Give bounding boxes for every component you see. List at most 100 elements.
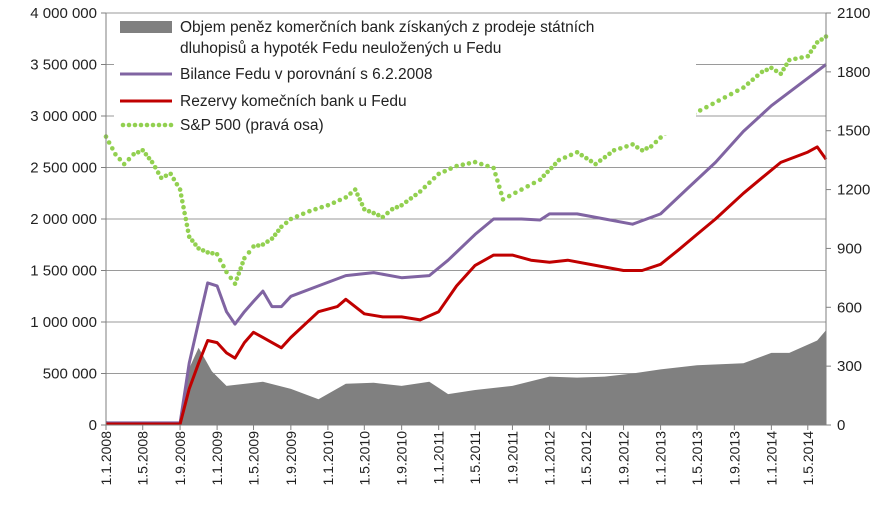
sp500-point	[493, 172, 498, 177]
sp500-point	[155, 170, 161, 175]
sp500-point	[246, 250, 252, 255]
sp500-point	[362, 206, 367, 212]
sp500-point	[269, 236, 275, 241]
legend-swatch-area	[120, 21, 172, 33]
sp500-point	[232, 281, 238, 287]
sp500-point	[366, 208, 372, 214]
legend-label: S&P 500 (pravá osa)	[180, 117, 324, 134]
legend-label: Objem peněz komerčních bank získaných z …	[180, 19, 594, 36]
sp500-point	[552, 161, 558, 167]
sp500-point	[380, 214, 386, 220]
y-left-tick-label: 500 000	[43, 366, 97, 383]
sp500-point	[541, 173, 547, 179]
sp500-point	[121, 161, 127, 167]
sp500-point	[745, 81, 751, 86]
sp500-point	[135, 150, 141, 155]
x-tick-label: 1.1.2010	[320, 431, 336, 486]
sp500-point	[784, 62, 789, 67]
sp500-point	[793, 56, 798, 62]
sp500-point	[331, 200, 337, 205]
sp500-point	[819, 37, 824, 42]
sp500-point	[808, 49, 814, 54]
sp500-point	[549, 165, 554, 171]
sp500-point	[224, 269, 229, 275]
sp500-point	[417, 189, 423, 194]
y-left-tick-label: 2 500 000	[30, 160, 97, 177]
sp500-point	[500, 197, 506, 202]
y-left-tick-label: 0	[89, 417, 97, 434]
sp500-point	[814, 40, 820, 45]
sp500-point	[635, 145, 640, 150]
y-right-tick-label: 900	[837, 240, 862, 257]
sp500-point	[704, 104, 709, 110]
sp500-point	[466, 161, 472, 166]
sp500-point	[110, 146, 115, 151]
x-tick-label: 1.5.2013	[689, 431, 705, 486]
y-right-tick-label: 1800	[837, 64, 870, 81]
legend-swatch-dot	[168, 122, 174, 128]
sp500-point	[146, 155, 152, 161]
legend-swatch-dot	[150, 122, 156, 128]
sp500-point	[143, 152, 149, 157]
sp500-point	[787, 57, 792, 63]
sp500-point	[519, 187, 524, 192]
sp500-point	[427, 180, 432, 185]
legend-swatch-dot	[162, 122, 168, 128]
sp500-point	[117, 156, 123, 162]
sp500-point	[149, 159, 155, 165]
sp500-point	[178, 193, 184, 198]
sp500-point	[182, 210, 187, 216]
sp500-point	[325, 203, 331, 208]
sp500-point	[422, 184, 428, 190]
sp500-point	[697, 108, 703, 113]
sp500-point	[106, 140, 112, 145]
y-left-tick-label: 1 500 000	[30, 263, 97, 280]
y-right-tick-label: 2100	[837, 5, 870, 22]
sp500-point	[408, 196, 414, 201]
sp500-point	[413, 192, 418, 198]
sp500-point	[593, 161, 598, 167]
sp500-point	[525, 184, 530, 189]
sp500-point	[716, 98, 721, 103]
sp500-point	[630, 142, 635, 147]
x-tick-label: 1.9.2008	[172, 431, 188, 486]
sp500-point	[597, 158, 603, 163]
sp500-point	[579, 152, 584, 158]
sp500-point	[177, 187, 183, 192]
x-tick-label: 1.9.2011	[504, 431, 520, 485]
series-area-reserves-volume	[106, 330, 826, 425]
legend-label: Bilance Fedu v porovnání s 6.2.2008	[180, 66, 432, 83]
sp500-point	[755, 73, 760, 79]
sp500-point	[644, 146, 649, 151]
sp500-point	[602, 154, 608, 160]
sp500-point	[186, 234, 192, 239]
sp500-point	[618, 146, 623, 151]
legend-swatch-dot	[132, 122, 138, 128]
legend-background	[114, 15, 696, 135]
legend-swatch-dot	[138, 122, 144, 128]
sp500-point	[394, 204, 400, 210]
y-right-tick-label: 1200	[837, 182, 870, 199]
series-layer	[103, 34, 829, 426]
x-tick-label: 1.1.2013	[653, 431, 669, 486]
sp500-point	[460, 162, 466, 167]
sp500-point	[190, 238, 195, 243]
sp500-point	[759, 69, 765, 75]
sp500-point	[562, 155, 568, 160]
sp500-point	[371, 210, 377, 216]
sp500-point	[184, 222, 190, 228]
x-tick-label: 1.5.2010	[356, 431, 372, 486]
sp500-point	[276, 228, 281, 234]
sp500-point	[436, 171, 442, 177]
sp500-point	[769, 65, 774, 71]
sp500-point	[181, 204, 186, 210]
sp500-point	[313, 206, 318, 212]
sp500-point	[255, 243, 261, 248]
sp500-point	[506, 193, 512, 199]
sp500-point	[611, 148, 617, 153]
sp500-point	[352, 187, 358, 192]
sp500-point	[495, 178, 500, 183]
sp500-point	[722, 95, 728, 100]
sp500-point	[183, 216, 189, 222]
